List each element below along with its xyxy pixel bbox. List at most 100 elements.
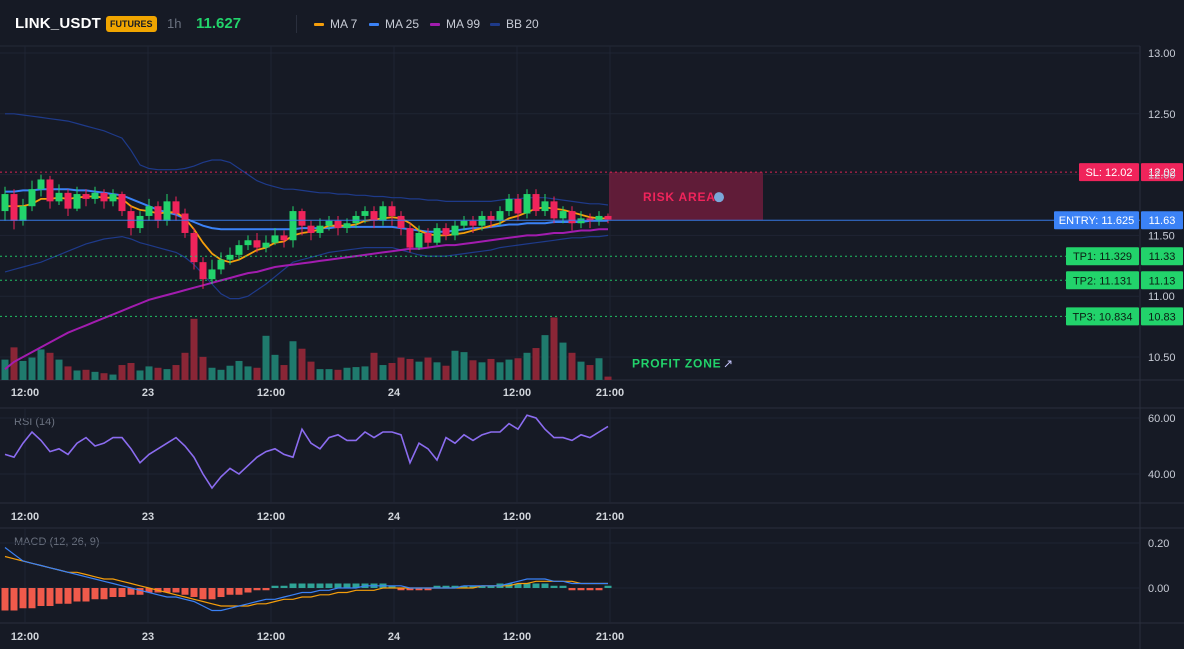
rocket-icon: ↗: [723, 356, 733, 370]
candle-body: [172, 201, 180, 214]
trade-levels: SL: 12.02 12.02 ENTRY: 11.625 11.63 TP1: 11.…: [0, 163, 1183, 326]
volume-bar: [136, 370, 144, 380]
volume-bar: [388, 363, 396, 380]
macd-histogram-bar: [523, 583, 531, 588]
risk-area-label: RISK AREA: [643, 190, 716, 204]
volume-bar: [568, 352, 576, 380]
legend-bb20[interactable]: BB 20: [490, 17, 539, 31]
tp1-axis-tag: 11.33: [1149, 251, 1176, 263]
volume-bar: [424, 357, 432, 380]
macd-histogram-bar: [532, 583, 540, 588]
volume-bar: [550, 317, 558, 380]
candle-body: [460, 220, 468, 226]
entry-label: ENTRY: 11.625: [1059, 215, 1134, 227]
macd-histogram-bar: [226, 588, 234, 595]
candle-body: [235, 245, 243, 255]
volume-bar: [361, 366, 369, 380]
volume-bar: [109, 374, 117, 380]
macd-histogram-bar: [217, 588, 225, 597]
macd-histogram-bar: [460, 585, 468, 588]
macd-histogram-bar: [118, 588, 126, 597]
time-tick-label: 12:00: [503, 387, 531, 399]
candle-body: [82, 194, 90, 199]
macd-histogram-bar: [451, 585, 459, 588]
macd-histogram-bar: [73, 588, 81, 602]
volume-bar: [217, 369, 225, 380]
symbol-label[interactable]: LINK_USDT: [15, 15, 101, 32]
macd-histogram-bar: [388, 585, 396, 588]
volume-bar: [226, 365, 234, 380]
time-tick-label: 21:00: [596, 511, 624, 523]
legend-ma7[interactable]: MA 7: [314, 17, 357, 31]
volume-bar: [190, 318, 198, 380]
time-tick-label: 21:00: [596, 387, 624, 399]
tp1-axis-tag-bg: [1141, 247, 1183, 266]
macd-tick-label: 0.00: [1148, 583, 1169, 595]
candle-body: [577, 218, 585, 224]
volume-bar: [370, 352, 378, 380]
macd-histogram-bar: [64, 588, 72, 604]
macd-histogram-bar: [55, 588, 63, 604]
legend-ma99[interactable]: MA 99: [430, 17, 480, 31]
tp1-label-bg: [1066, 247, 1139, 266]
candle-body: [1, 194, 9, 212]
candle-body: [253, 240, 261, 248]
macd-tick-label: 0.20: [1148, 538, 1169, 550]
ma25-swatch-icon: [369, 22, 379, 26]
candle-body: [199, 262, 207, 280]
candle-body: [19, 206, 27, 221]
time-tick-label: 24: [388, 631, 401, 643]
time-tick-label: 12:00: [11, 631, 39, 643]
tp2-label-bg: [1066, 271, 1139, 290]
volume-bar: [253, 367, 261, 380]
tp2-label: TP2: 11.131: [1073, 275, 1132, 287]
volume-bar: [559, 342, 567, 380]
macd-histogram-bar: [586, 588, 594, 591]
legend-ma99-label: MA 99: [446, 17, 481, 31]
time-tick-label: 24: [388, 511, 401, 523]
volume-bar: [478, 362, 486, 380]
macd-signal-line: [4, 555, 608, 607]
time-tick-label: 12:00: [257, 387, 285, 399]
legend-ma25[interactable]: MA 25: [369, 17, 419, 31]
time-tick-label: 21:00: [596, 631, 624, 643]
candle-body: [100, 192, 108, 202]
volume-bar: [64, 366, 72, 380]
tp3-axis-tag-bg: [1141, 307, 1183, 326]
volume-bar: [55, 359, 63, 380]
macd-histogram-bar: [37, 588, 45, 606]
volume-bar: [586, 365, 594, 380]
volume-bar: [541, 335, 549, 380]
candle-body: [424, 232, 432, 243]
macd-histogram-bar: [1, 588, 9, 611]
candle-body: [91, 192, 99, 199]
tp3-label-bg: [1066, 307, 1139, 326]
macd-histogram-bar: [406, 588, 414, 591]
volume-bar: [262, 335, 270, 380]
candle-body: [388, 206, 396, 216]
macd-histogram-bar: [244, 588, 252, 593]
candle-body: [334, 220, 342, 229]
macd-panel: MACD (12, 26, 9) 0.20 0.00: [0, 536, 1169, 612]
header-divider: [296, 15, 297, 33]
candles: [1, 174, 612, 289]
macd-histogram-bar: [334, 583, 342, 588]
volume-bar: [415, 361, 423, 380]
volume-bar: [19, 360, 27, 380]
macd-histogram-bar: [397, 588, 405, 591]
candle-body: [469, 220, 477, 226]
candle-body: [37, 179, 45, 190]
ma99-swatch-icon: [430, 22, 440, 26]
volume-bar: [199, 356, 207, 380]
tp2-axis-tag: 11.13: [1149, 275, 1176, 287]
volume-bar: [460, 352, 468, 380]
candle-body: [451, 225, 459, 236]
timeframe-label[interactable]: 1h: [167, 16, 182, 31]
volume-bar: [595, 358, 603, 380]
candle-body: [280, 235, 288, 241]
macd-histogram-bar: [235, 588, 243, 595]
volume-bar: [163, 369, 171, 380]
candle-body: [109, 194, 117, 202]
bb-lower-line: [4, 234, 609, 300]
